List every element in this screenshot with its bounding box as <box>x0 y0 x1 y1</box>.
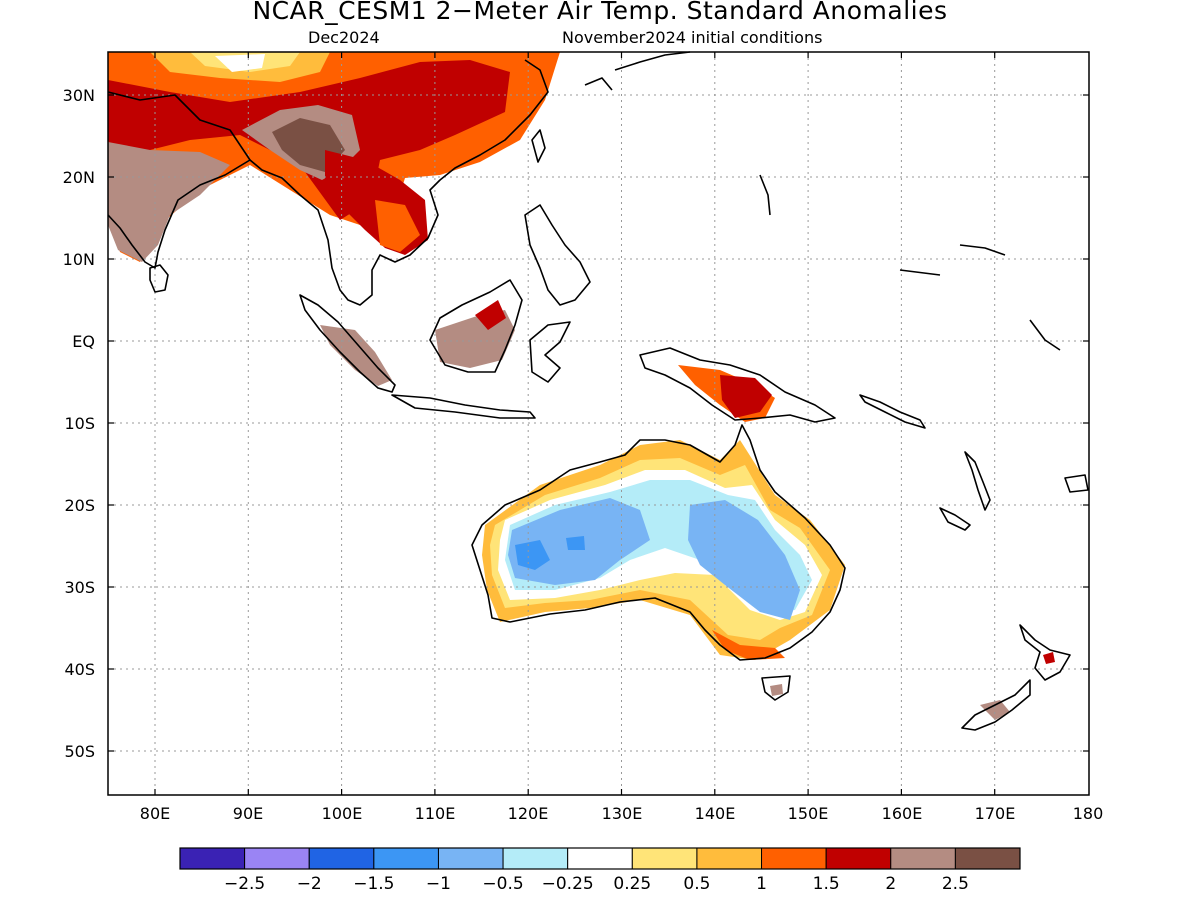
coast-sumatra <box>299 294 396 393</box>
colorbar-label: 1 <box>756 874 767 894</box>
graticule <box>108 52 1089 795</box>
coast-solomon-islands <box>859 394 926 429</box>
lon-label-180: 180 <box>1073 804 1104 823</box>
colorbar-label: −0.5 <box>482 874 523 894</box>
coast-tasmania <box>761 675 791 701</box>
lon-label-160e: 160E <box>882 804 923 823</box>
colorbar-labels: −2.5 −2 −1.5 −1 −0.5 −0.25 0.25 0.5 1 1.5 2 2.5 <box>224 874 969 894</box>
coast-philippines <box>524 204 591 306</box>
colorbar-swatch <box>308 847 375 870</box>
coast-new-guinea <box>639 347 836 423</box>
coast-new-zealand-north <box>1019 624 1071 681</box>
lon-axis-labels: 80E 90E 100E 110E 120E 130E 140E 150E 16… <box>140 804 1104 823</box>
lon-label-120e: 120E <box>508 804 549 823</box>
colorbar-swatch <box>761 847 827 870</box>
warm-anomaly-newzealand <box>980 700 1010 720</box>
colorbar-label: −2 <box>297 874 322 894</box>
colorbar-swatch <box>696 847 763 870</box>
coast-sri-lanka <box>149 264 169 293</box>
lat-label-30n: 30N <box>63 86 95 105</box>
coast-japan <box>584 51 691 91</box>
colorbar-label: −0.25 <box>542 874 594 894</box>
warm-anomaly-sumatra <box>320 325 392 386</box>
coast-new-caledonia <box>939 507 971 531</box>
anomaly-fields <box>108 52 1055 720</box>
colorbar-label: −2.5 <box>224 874 265 894</box>
colorbar-label: −1 <box>426 874 451 894</box>
warm-anomaly-asia-white <box>215 54 265 72</box>
lon-label-170e: 170E <box>975 804 1016 823</box>
warm-anomaly-borneo-red <box>475 300 506 330</box>
cool-anomaly-australia-core <box>515 540 550 570</box>
colorbar-swatch <box>244 847 310 870</box>
colorbar-swatch <box>567 847 633 870</box>
coast-taiwan <box>531 129 546 163</box>
warm-anomaly-indochina-orange <box>375 200 420 252</box>
lat-label-40s: 40S <box>64 660 95 679</box>
lat-label-20n: 20N <box>63 168 95 187</box>
lat-label-30s: 30S <box>64 578 95 597</box>
lat-axis-labels: 30N 20N 10N EQ 10S 20S 30S 40S 50S <box>63 86 95 761</box>
warm-anomaly-india <box>108 142 230 262</box>
lon-label-90e: 90E <box>233 804 263 823</box>
lon-label-80e: 80E <box>140 804 170 823</box>
coast-borneo <box>429 279 523 373</box>
coast-vanuatu <box>964 451 991 511</box>
lat-label-10n: 10N <box>63 250 95 269</box>
lon-label-140e: 140E <box>695 804 736 823</box>
coast-bay-of-bengal <box>249 59 549 306</box>
colorbar-swatch <box>954 847 1021 870</box>
axis-ticks <box>108 52 1089 795</box>
cool-anomaly-australia-core-2 <box>566 536 585 550</box>
coast-micronesia <box>759 174 1061 351</box>
colorbar: −2.5 −2 −1.5 −1 −0.5 −0.25 0.25 0.5 1 1.5 2 2.5 <box>179 847 1021 894</box>
coast-asia-mainland <box>107 91 251 269</box>
coast-java <box>391 394 536 419</box>
forecast-month: Dec2024 <box>308 28 380 47</box>
colorbar-swatch <box>825 847 892 870</box>
colorbar-label: 1.5 <box>813 874 840 894</box>
colorbar-swatch <box>373 847 439 870</box>
colorbar-frame <box>179 847 1021 870</box>
cool-anomaly-australia-blue-east <box>688 500 800 620</box>
coast-sulawesi <box>529 321 571 383</box>
warm-anomaly-newzealand-north <box>1043 652 1055 664</box>
map-title: NCAR_CESM1 2−Meter Air Temp. Standard An… <box>252 0 948 25</box>
colorbar-swatch <box>179 847 246 870</box>
warm-anomaly-australia-south <box>712 630 785 660</box>
colorbar-swatch <box>890 847 956 870</box>
lat-label-50s: 50S <box>64 742 95 761</box>
colorbar-label: 0.25 <box>613 874 651 894</box>
colorbar-swatch <box>631 847 698 870</box>
colorbar-label: 2 <box>885 874 896 894</box>
warm-anomaly-tasmania <box>770 684 783 696</box>
lon-label-100e: 100E <box>322 804 363 823</box>
lat-label-10s: 10S <box>64 414 95 433</box>
warm-anomaly-newguinea-red <box>720 375 772 418</box>
lon-label-150e: 150E <box>788 804 829 823</box>
lon-label-130e: 130E <box>602 804 643 823</box>
colorbar-label: 2.5 <box>942 874 969 894</box>
lat-label-eq: EQ <box>72 332 95 351</box>
coast-fiji <box>1064 474 1089 493</box>
lat-label-20s: 20S <box>64 496 95 515</box>
lon-label-110e: 110E <box>415 804 456 823</box>
colorbar-swatch <box>502 847 569 870</box>
coastlines <box>107 51 1089 731</box>
coast-new-zealand-south <box>961 679 1031 731</box>
colorbar-label: 0.5 <box>683 874 710 894</box>
colorbar-swatch <box>437 847 504 870</box>
coast-australia <box>471 424 846 661</box>
colorbar-label: −1.5 <box>353 874 394 894</box>
colorbar-swatches <box>179 847 1021 870</box>
initial-conditions: November2024 initial conditions <box>562 28 823 47</box>
